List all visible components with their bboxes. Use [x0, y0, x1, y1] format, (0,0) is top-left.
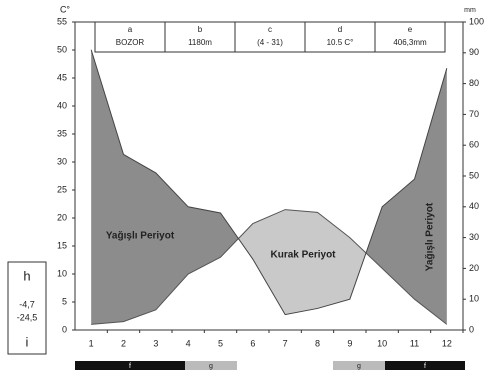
y2-tick-label: 10 — [469, 294, 479, 304]
table-value: BOZOR — [116, 38, 145, 47]
x-tick-label: 3 — [153, 338, 158, 348]
x-tick-label: 5 — [218, 338, 223, 348]
month-bar-label: f — [424, 363, 426, 370]
y2-tick-label: 100 — [469, 16, 484, 26]
table-value: 1180m — [188, 38, 212, 47]
y-tick-label: 45 — [57, 72, 67, 82]
y-tick-label: 25 — [57, 184, 67, 194]
y-tick-label: 10 — [57, 268, 67, 278]
side-box — [7, 261, 47, 355]
y-tick-label: 0 — [62, 324, 67, 334]
x-tick-label: 7 — [283, 338, 288, 348]
table-letter: c — [268, 25, 272, 34]
x-tick-label: 6 — [250, 338, 255, 348]
y-axis-label: C° — [60, 4, 70, 14]
y-tick-label: 30 — [57, 156, 67, 166]
annotation: Yağışlı Periyot — [106, 231, 175, 242]
x-tick-label: 8 — [315, 338, 320, 348]
side-box-text: -24,5 — [17, 312, 38, 322]
y2-tick-label: 40 — [469, 201, 479, 211]
side-box-text: -4,7 — [19, 299, 35, 309]
month-bar — [385, 361, 465, 370]
x-tick-label: 2 — [121, 338, 126, 348]
table-value: 10.5 C° — [327, 38, 354, 47]
table-letter: d — [338, 25, 342, 34]
y2-tick-label: 30 — [469, 232, 479, 242]
y2-tick-label: 70 — [469, 109, 479, 119]
month-bar-label: g — [209, 363, 213, 370]
table-cell — [94, 21, 166, 53]
month-bar-label: g — [357, 363, 361, 370]
annotation: Kurak Periyot — [270, 250, 336, 261]
y2-tick-label: 80 — [469, 78, 479, 88]
month-bar — [333, 361, 385, 370]
y2-tick-label: 0 — [469, 324, 474, 334]
precipitation-line — [90, 49, 448, 316]
table-value: 406,3mm — [393, 38, 427, 47]
y2-tick-label: 90 — [469, 47, 479, 57]
y2-axis-label: mm — [464, 7, 476, 14]
y-tick-label: 55 — [57, 16, 67, 26]
side-box-text: i — [26, 334, 29, 349]
temperature-line — [91, 209, 448, 325]
month-bar — [185, 361, 237, 370]
y2-tick-label: 50 — [469, 170, 479, 180]
x-tick-label: 4 — [186, 338, 191, 348]
table-letter: e — [408, 25, 413, 34]
y2-tick-label: 20 — [469, 263, 479, 273]
x-tick-label: 11 — [410, 338, 419, 348]
x-tick-label: 9 — [347, 338, 352, 348]
x-tick-label: 10 — [377, 338, 387, 348]
table-cell — [374, 21, 446, 53]
table-value: (4 - 31) — [257, 38, 283, 47]
month-bar — [75, 361, 185, 370]
y-tick-label: 35 — [57, 128, 67, 138]
table-letter: a — [128, 25, 133, 34]
annotation: Yağışlı Periyot — [425, 202, 436, 271]
y2-tick-label: 60 — [469, 140, 479, 150]
x-tick-label: 12 — [442, 338, 452, 348]
y-tick-label: 20 — [57, 212, 67, 222]
x-tick-label: 1 — [89, 338, 94, 348]
y-tick-label: 5 — [62, 296, 67, 306]
y-tick-label: 40 — [57, 100, 67, 110]
side-box-text: h — [23, 268, 30, 283]
table-cell — [234, 21, 306, 53]
y-tick-label: 15 — [57, 240, 67, 250]
month-bar-label: f — [129, 363, 131, 370]
table-letter: b — [198, 25, 203, 34]
y-tick-label: 50 — [57, 44, 67, 54]
